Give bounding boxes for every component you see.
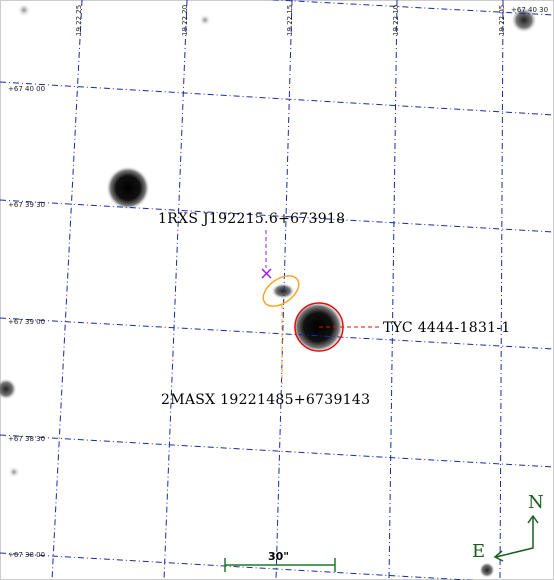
galaxy-source: 2MASX 19221485+6739143 (161, 275, 370, 408)
xray-cross-icon (261, 268, 272, 279)
ra-tick-label: 19 22 25 (75, 5, 83, 36)
ra-line (388, 0, 398, 580)
galaxy-blob (271, 283, 295, 299)
dec-line (0, 434, 554, 468)
dec-tick-label: +67 38 30 (8, 435, 45, 443)
star-blob (17, 3, 31, 17)
dec-tick-label: +67 39 30 (8, 201, 45, 209)
xray-source-label: 1RXS J192215.6+673918 (158, 211, 345, 227)
star-field (0, 3, 537, 578)
scale-bar-label: 30" (268, 550, 289, 563)
east-arrow-icon (493, 550, 504, 562)
dec-line (0, 199, 554, 233)
dec-tick-labels: +67 40 30 +67 40 00 +67 39 30 +67 39 00 … (8, 6, 548, 559)
ra-line (51, 0, 83, 580)
compass-north-label: N (528, 492, 544, 513)
star-source: TYC 4444-1831-1 (294, 302, 511, 352)
dec-tick-label: +67 40 00 (8, 85, 45, 93)
ra-grid (51, 0, 504, 580)
scale-bar: 30" (224, 550, 336, 572)
ra-tick-labels: 19 22 25 19 22 20 19 22 15 19 22 10 19 2… (75, 5, 506, 36)
galaxy-ellipse-marker (262, 275, 300, 307)
star-blob (199, 14, 211, 26)
ra-tick-label: 19 22 20 (181, 5, 189, 36)
north-arrow-icon (527, 514, 539, 524)
dec-line (0, 81, 554, 116)
xray-source: 1RXS J192215.6+673918 (158, 211, 345, 279)
dec-tick-label: +67 40 30 (511, 6, 548, 14)
ra-line (499, 0, 504, 580)
star-blob (511, 7, 537, 33)
ra-tick-label: 19 22 05 (498, 5, 506, 36)
star-blob-tyc (292, 301, 344, 353)
star-blob (106, 166, 150, 210)
dec-line (0, 317, 554, 350)
compass-lines (495, 517, 534, 558)
star-blob (8, 466, 20, 478)
star-source-label: TYC 4444-1831-1 (383, 320, 511, 336)
galaxy-source-label: 2MASX 19221485+6739143 (161, 392, 370, 408)
dec-tick-label: +67 39 00 (8, 318, 45, 326)
ra-line (163, 0, 188, 580)
dec-tick-label: +67 38 00 (8, 551, 45, 559)
ra-tick-label: 19 22 10 (392, 5, 400, 36)
compass-east-label: E (472, 541, 485, 562)
ra-line (275, 0, 293, 580)
ra-tick-label: 19 22 15 (286, 5, 294, 36)
star-blob (479, 562, 495, 578)
dec-line (0, 552, 477, 580)
star-blob (0, 378, 17, 400)
compass: N E (472, 492, 544, 562)
